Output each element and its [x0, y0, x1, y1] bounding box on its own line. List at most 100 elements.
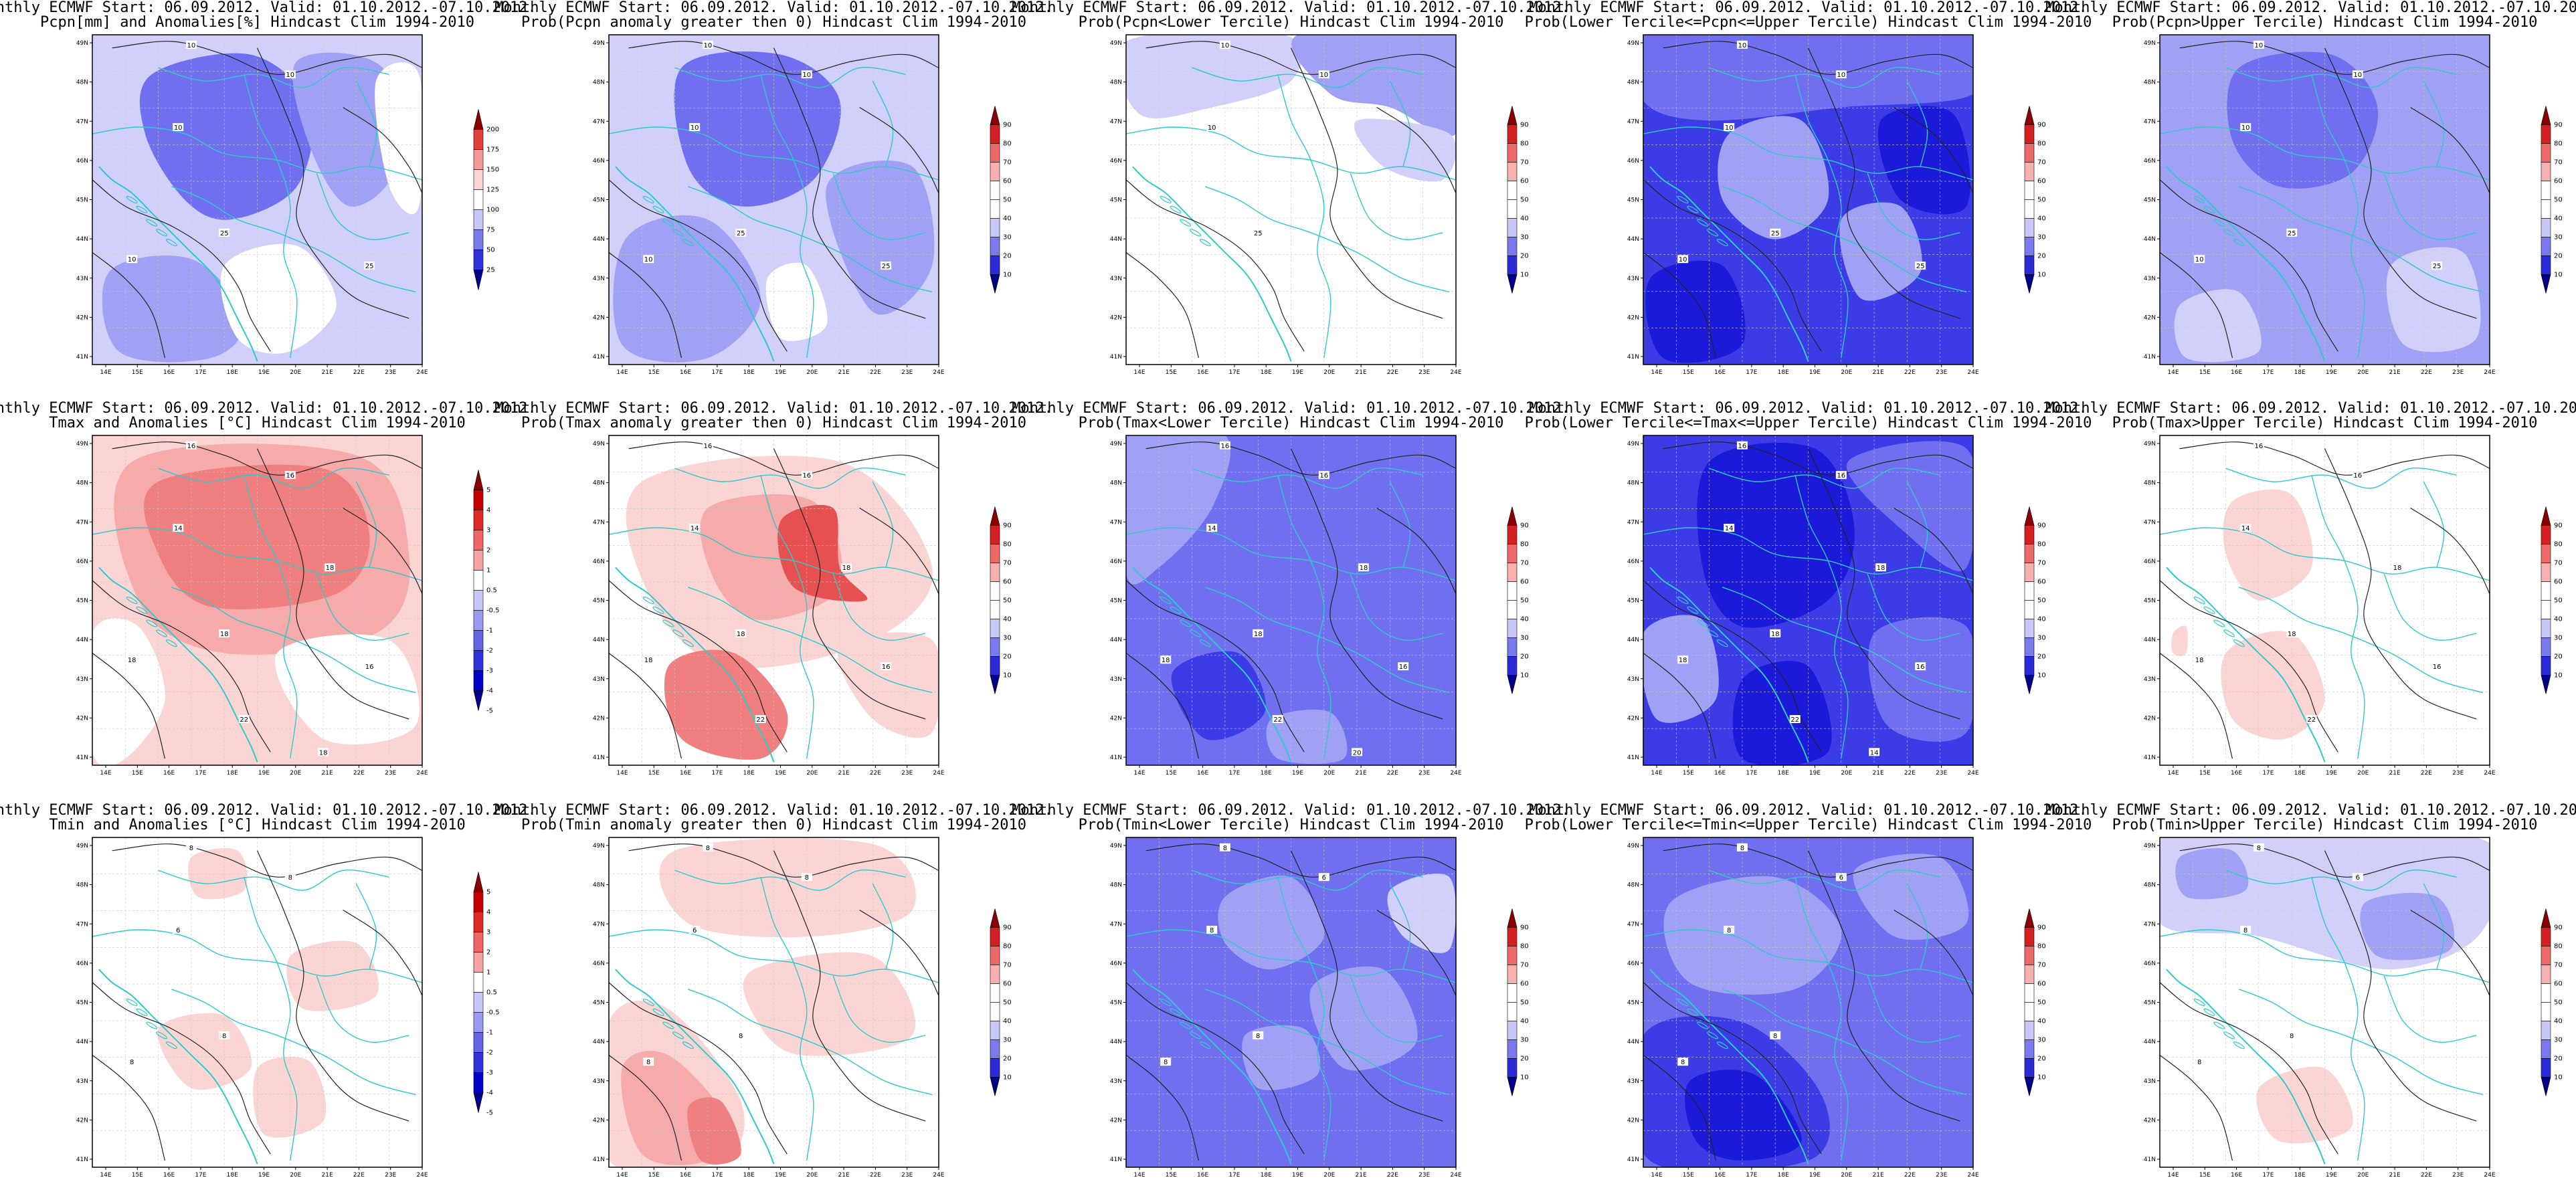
map-field: 8 8 6 8 8	[609, 837, 939, 1167]
lat-label: 45N	[76, 598, 88, 605]
colorbar-label: 40	[2037, 215, 2046, 223]
colorbar-bottom-arrow	[990, 675, 1000, 694]
lon-label: 19E	[1809, 770, 1821, 777]
lat-label: 49N	[593, 441, 605, 447]
lat-label: 49N	[593, 843, 605, 849]
contour-label-box	[1736, 40, 1748, 49]
lat-label: 44N	[1627, 637, 1639, 643]
colorbar-bottom-arrow	[2024, 675, 2035, 694]
colorbar-label: 90	[1520, 522, 1529, 530]
lat-label: 46N	[1110, 158, 1122, 165]
lon-label: 15E	[132, 369, 143, 376]
field-contour-fill	[102, 256, 245, 363]
lat-label: 41N	[1627, 755, 1639, 761]
contour-label: 14	[2241, 525, 2250, 532]
lon-label: 19E	[258, 1172, 270, 1179]
colorbar-segment	[990, 544, 1000, 563]
contour-label: 8	[1681, 1059, 1685, 1066]
contour-label: 18	[1254, 631, 1263, 638]
colorbar-segment	[2541, 563, 2551, 582]
lon-label: 14E	[616, 770, 628, 777]
country-border	[244, 74, 298, 359]
colorbar-label: 75	[486, 227, 495, 234]
colorbar-segment	[2024, 1021, 2035, 1040]
colorbar-top-arrow	[2024, 106, 2035, 125]
colorbar-label: 40	[1003, 1018, 1012, 1025]
colorbar-label: 80	[2037, 541, 2046, 548]
colorbar-label: 10	[2554, 672, 2563, 680]
contour-label: 25	[2288, 230, 2296, 237]
island	[662, 619, 674, 627]
contour-label-box	[1736, 441, 1748, 449]
isoline	[773, 47, 926, 319]
contour-label: 16	[365, 664, 374, 671]
lon-label: 23E	[385, 770, 396, 777]
lon-label: 20E	[2357, 369, 2369, 376]
colorbar-label: 80	[2554, 541, 2563, 548]
lon-label: 17E	[711, 770, 723, 777]
island	[2213, 619, 2225, 627]
map-panel: Monthly ECMWF Start: 06.09.2012. Valid: …	[1012, 802, 1570, 1179]
lon-label: 21E	[2389, 1172, 2401, 1179]
lat-label: 46N	[1627, 158, 1639, 165]
colorbar: 90 80 70 60 50 40 30 20 10	[2541, 506, 2563, 694]
colorbar-segment	[473, 972, 484, 993]
lat-label: 41N	[76, 1157, 88, 1163]
lat-label: 46N	[76, 559, 88, 565]
island	[1697, 619, 1709, 627]
country-border	[1795, 877, 1849, 1161]
colorbar-segment	[2024, 199, 2035, 219]
colorbar-label: 30	[2554, 635, 2563, 642]
field-contour-fill	[1732, 661, 1832, 765]
lat-label: 47N	[2144, 118, 2156, 125]
colorbar-label: 4	[486, 507, 490, 514]
contour-label-box	[364, 262, 375, 270]
lat-label: 45N	[1627, 197, 1639, 204]
island	[2233, 1041, 2245, 1049]
lat-label: 41N	[76, 755, 88, 761]
lat-label: 42N	[593, 1117, 605, 1124]
colorbar-segment	[2024, 656, 2035, 676]
island	[146, 219, 158, 227]
colorbar-segment	[1507, 656, 1517, 676]
contour-label-box	[126, 656, 138, 664]
colorbar-segment	[2024, 1039, 2035, 1059]
colorbar-label: 30	[2037, 1037, 2046, 1044]
contour-label: 18	[2195, 657, 2204, 664]
isoline	[2324, 47, 2477, 319]
isoline	[1145, 843, 1456, 878]
isoline	[343, 106, 422, 193]
colorbar-segment	[473, 490, 484, 510]
field-contour-fill	[1218, 875, 1325, 970]
coastline	[1132, 567, 1292, 763]
contour-label: 18	[644, 657, 653, 664]
panel-title-line1: Monthly ECMWF Start: 06.09.2012. Valid: …	[0, 802, 537, 819]
map-field: 10 10 10 25 10 25	[1643, 35, 1973, 365]
colorbar-segment	[2024, 563, 2035, 582]
contour-label: 8	[1740, 845, 1744, 852]
contour-label-box	[126, 255, 138, 264]
country-border	[2239, 989, 2484, 1096]
colorbar-label: 10	[1520, 1074, 1529, 1082]
colorbar-segment	[1507, 637, 1517, 657]
lat-label: 47N	[2144, 519, 2156, 526]
lon-label: 22E	[2421, 1172, 2432, 1179]
country-border	[1277, 74, 1331, 359]
island	[146, 1021, 158, 1029]
contour-label-box	[2306, 714, 2317, 723]
lat-label: 44N	[593, 1039, 605, 1045]
colorbar-label: 70	[1520, 560, 1529, 567]
lat-label: 47N	[2144, 921, 2156, 928]
panel-title-line1: Monthly ECMWF Start: 06.09.2012. Valid: …	[2045, 802, 2576, 819]
colorbar-label: 80	[2554, 943, 2563, 950]
colorbar-bottom-arrow	[990, 1077, 1000, 1096]
contour-label-box	[689, 524, 701, 532]
panel-title-line1: Monthly ECMWF Start: 06.09.2012. Valid: …	[1529, 0, 2087, 16]
field-contour-fill	[674, 51, 841, 207]
contour-label-box	[1789, 714, 1801, 723]
island	[1687, 1008, 1699, 1016]
island	[1190, 1031, 1202, 1039]
lon-label: 15E	[1683, 369, 1694, 376]
isoline	[343, 909, 422, 996]
contour-label: 8	[2257, 845, 2261, 852]
